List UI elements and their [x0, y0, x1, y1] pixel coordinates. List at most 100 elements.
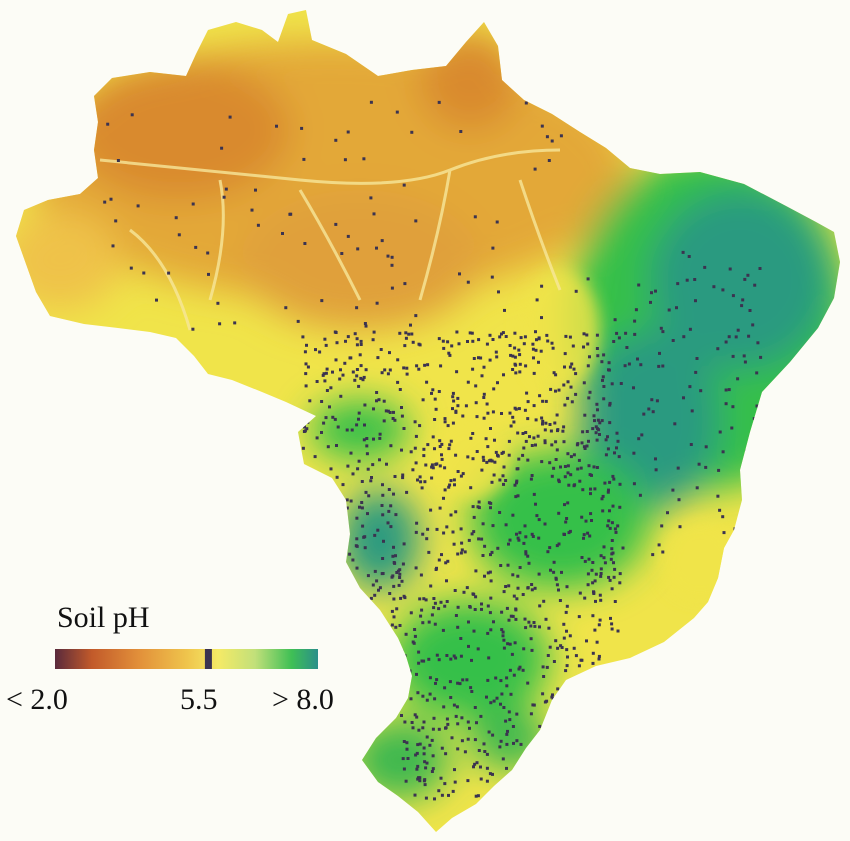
speckle [613, 567, 617, 571]
speckle [323, 379, 327, 383]
speckle [475, 721, 478, 725]
speckle [335, 577, 339, 581]
speckle [322, 421, 326, 425]
speckle [445, 717, 449, 721]
speckle [585, 333, 589, 337]
speckle [446, 424, 450, 428]
speckle [553, 421, 557, 425]
speckle [582, 332, 586, 336]
speckle [422, 597, 426, 601]
speckle [583, 596, 587, 600]
speckle [355, 566, 359, 570]
speckle [391, 574, 395, 578]
legend-max-label: > 8.0 [272, 683, 334, 716]
speckle [593, 733, 596, 737]
speckle [392, 561, 396, 564]
speckle [547, 626, 551, 630]
speckle [565, 664, 569, 668]
speckle [530, 474, 534, 477]
speckle [567, 531, 571, 535]
speckle [557, 388, 561, 392]
speckle [411, 340, 415, 344]
speckle [376, 356, 380, 360]
speckle [582, 381, 586, 385]
speckle [593, 798, 597, 802]
speckle [501, 630, 505, 634]
speckle [481, 455, 485, 459]
speckle [540, 316, 543, 320]
speckle [595, 347, 599, 350]
speckle [333, 417, 337, 421]
speckle [599, 598, 603, 602]
speckle [618, 505, 622, 509]
speckle [334, 528, 338, 532]
speckle [446, 559, 450, 563]
speckle [526, 554, 530, 558]
speckle [440, 453, 443, 457]
speckle [414, 461, 418, 465]
speckle [565, 779, 569, 783]
speckle [577, 745, 581, 749]
speckle [354, 608, 358, 612]
speckle [569, 786, 573, 789]
speckle [554, 440, 558, 444]
speckle [453, 768, 456, 772]
speckle [571, 344, 575, 348]
speckle [371, 611, 375, 615]
speckle [514, 495, 518, 499]
speckle [422, 454, 426, 458]
speckle [340, 252, 344, 255]
speckle [496, 381, 499, 385]
speckle [600, 497, 604, 501]
speckle [443, 488, 447, 492]
speckle [530, 444, 534, 447]
speckle [751, 534, 755, 538]
speckle [456, 722, 460, 726]
speckle [413, 420, 417, 424]
speckle [224, 187, 228, 191]
speckle [615, 331, 619, 335]
speckle [431, 435, 435, 439]
speckle [734, 335, 738, 339]
speckle [582, 445, 586, 449]
legend-mid-marker [204, 649, 212, 669]
speckle [755, 483, 759, 487]
speckle [405, 372, 409, 376]
speckle [618, 581, 622, 585]
speckle [302, 157, 306, 161]
speckle [359, 343, 363, 346]
speckle [555, 714, 559, 718]
speckle [511, 573, 515, 577]
speckle [432, 597, 436, 600]
speckle [607, 361, 611, 365]
speckle [324, 343, 328, 347]
speckle [474, 595, 478, 599]
speckle [509, 424, 513, 428]
speckle [375, 579, 379, 583]
speckle [538, 604, 542, 608]
speckle [466, 380, 470, 384]
speckle [505, 732, 509, 736]
speckle [483, 750, 487, 753]
speckle [417, 661, 421, 665]
speckle [563, 352, 567, 356]
speckle [487, 459, 491, 463]
speckle [435, 653, 439, 657]
speckle [390, 609, 394, 613]
speckle [472, 530, 476, 534]
speckle [388, 592, 392, 595]
speckle [721, 515, 725, 519]
speckle [423, 480, 427, 484]
speckle [375, 399, 378, 403]
speckle [342, 546, 346, 550]
speckle [228, 115, 232, 119]
speckle [537, 518, 541, 522]
speckle [397, 583, 401, 587]
speckle [320, 400, 324, 403]
speckle [474, 569, 478, 573]
speckle [564, 610, 568, 614]
speckle [304, 362, 308, 366]
speckle [324, 482, 328, 486]
speckle [275, 124, 278, 128]
speckle [491, 410, 495, 414]
